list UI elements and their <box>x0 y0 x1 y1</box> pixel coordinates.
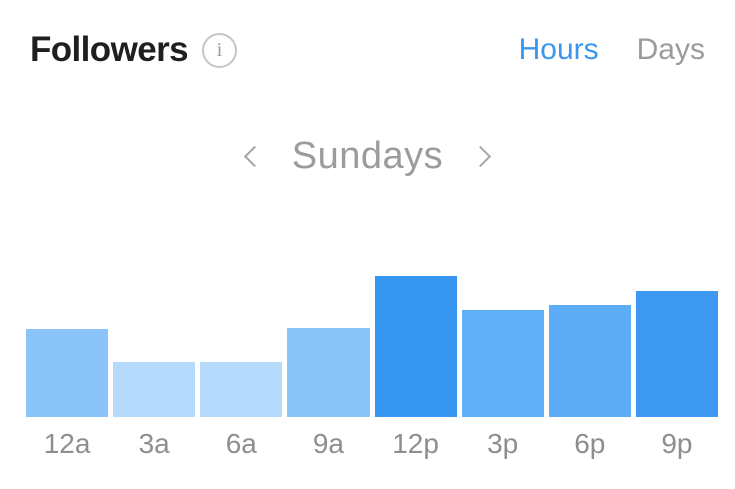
bar-12a[interactable] <box>26 329 109 417</box>
bar-3p[interactable] <box>461 310 544 417</box>
bar-chart <box>26 276 718 417</box>
bar-6p[interactable] <box>548 305 631 417</box>
bar-6a[interactable] <box>200 362 283 417</box>
chevron-right-icon <box>469 145 491 167</box>
bar-12p[interactable] <box>374 276 457 417</box>
x-axis-labels: 12a 3a 6a 9a 12p 3p 6p 9p <box>26 427 718 461</box>
x-axis-label-9a: 9a <box>312 428 345 459</box>
x-axis-label-3p: 3p <box>487 428 519 459</box>
bar-3a[interactable] <box>113 362 196 417</box>
tab-hours[interactable]: Hours <box>518 33 599 66</box>
x-axis-label-12p: 12p <box>392 428 439 459</box>
x-axis-label-9p: 9p <box>661 428 693 459</box>
tab-days[interactable]: Days <box>636 33 705 66</box>
info-icon: i <box>216 38 223 61</box>
info-button[interactable]: i <box>201 32 237 68</box>
x-axis-label-12a: 12a <box>43 428 91 459</box>
x-axis-label-6p: 6p <box>574 428 606 459</box>
page-title: Followers <box>30 30 189 69</box>
header: Followers i Hours Days <box>30 28 705 72</box>
week-nav: Sundays <box>0 130 735 182</box>
x-axis-label-6a: 6a <box>225 428 257 459</box>
x-axis-label-3a: 3a <box>138 428 170 459</box>
chevron-left-icon <box>244 145 266 167</box>
week-label: Sundays <box>291 134 444 177</box>
next-week-button[interactable] <box>469 143 496 169</box>
bar-9p[interactable] <box>635 291 718 417</box>
bar-9a[interactable] <box>287 328 370 417</box>
prev-week-button[interactable] <box>239 143 266 169</box>
